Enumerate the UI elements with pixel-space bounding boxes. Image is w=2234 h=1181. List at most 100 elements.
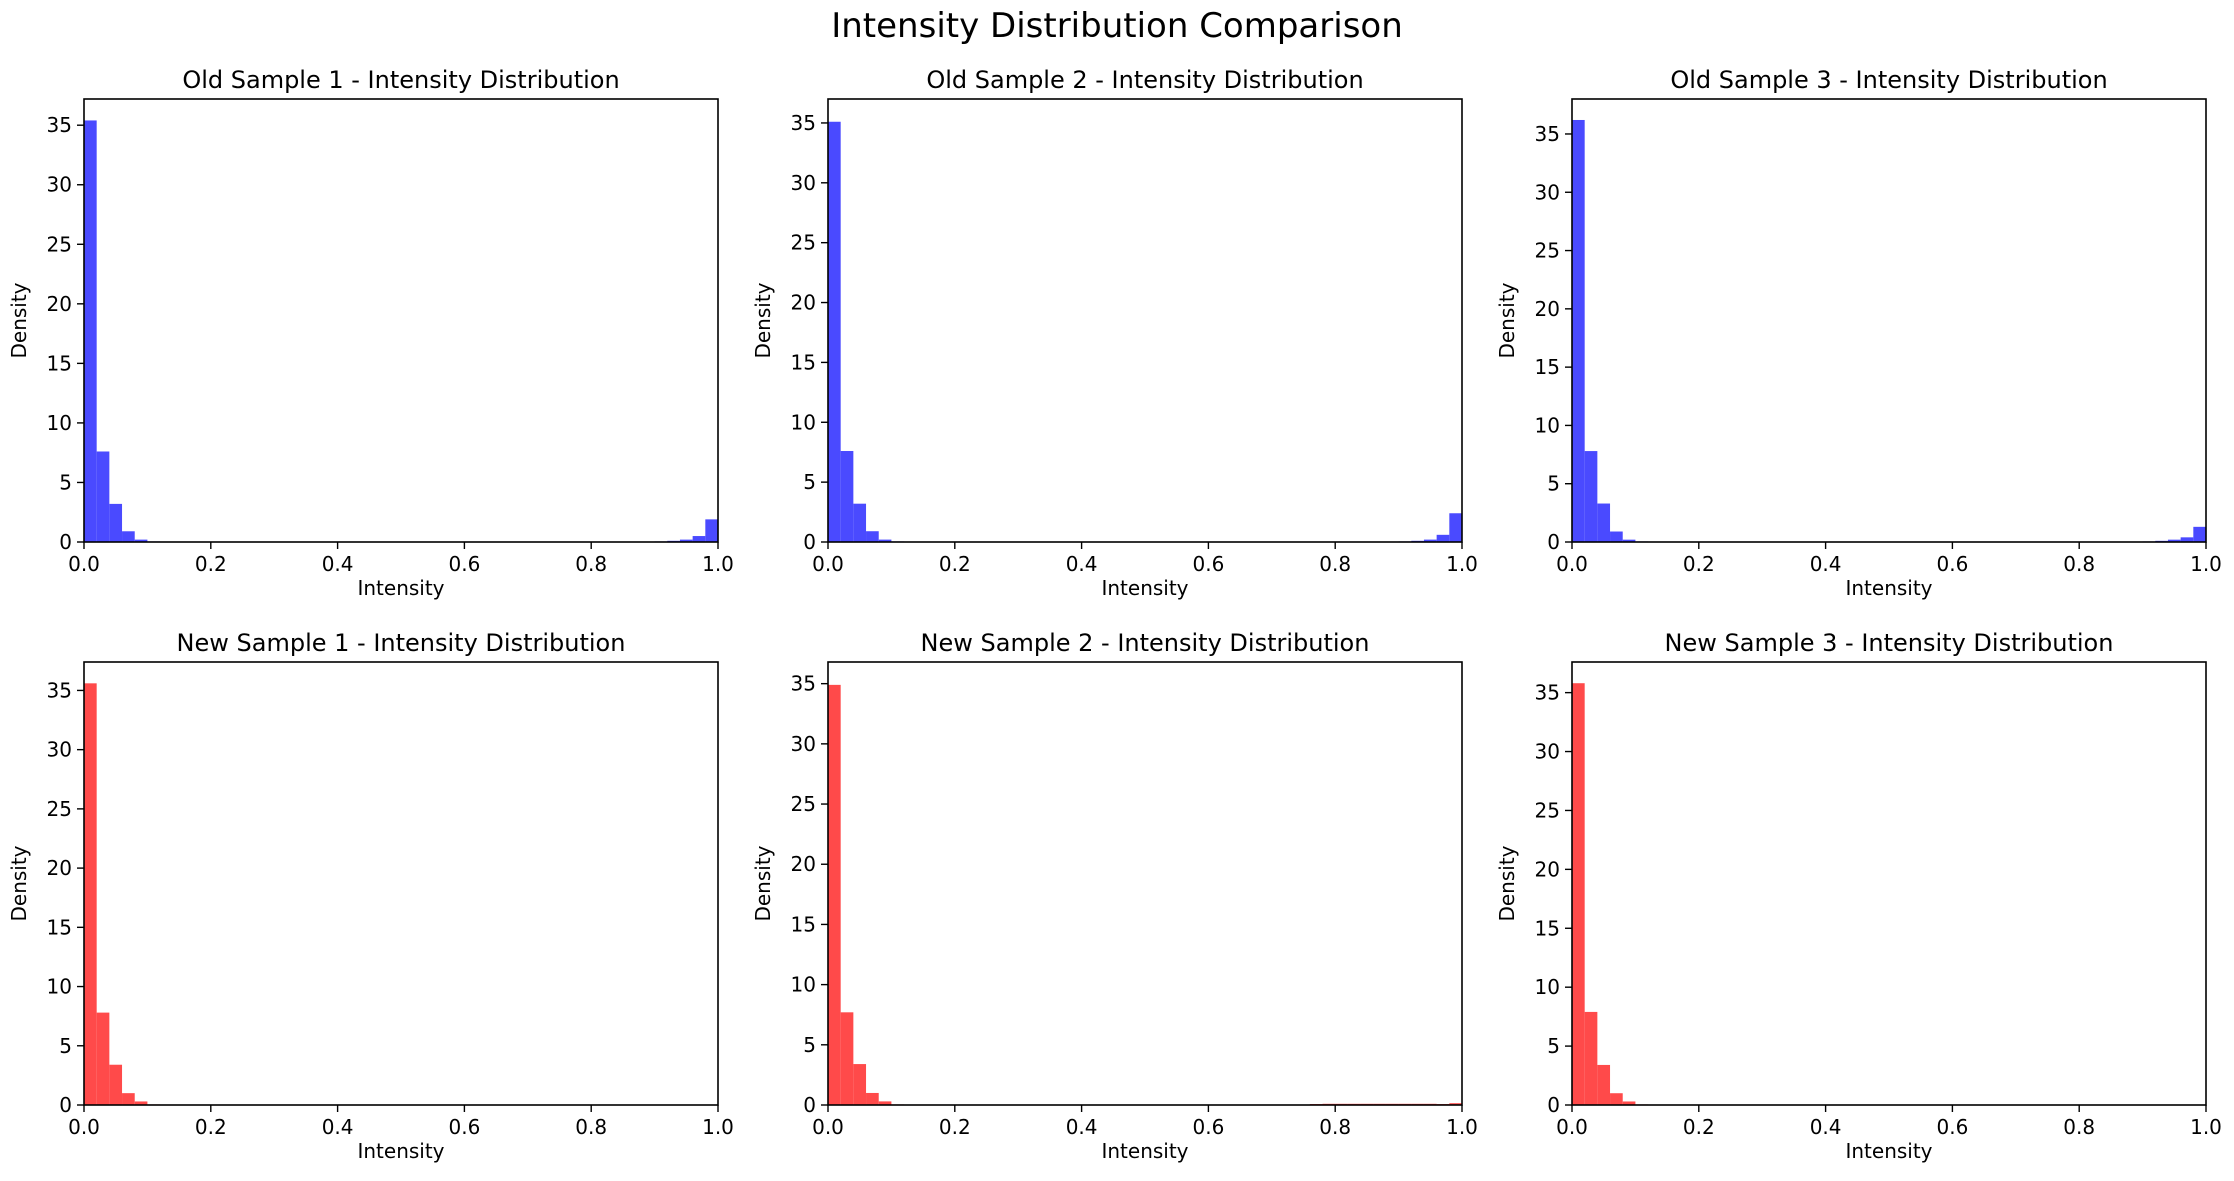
x-tick-label: 0.6 — [1936, 1115, 1968, 1139]
x-tick-label: 0.2 — [195, 1115, 227, 1139]
y-tick-label: 35 — [791, 111, 816, 135]
y-tick-label: 30 — [791, 171, 816, 195]
histogram-bar — [2193, 526, 2206, 542]
x-tick-label: 1.0 — [2190, 552, 2222, 576]
x-tick-label: 0.0 — [812, 552, 844, 576]
axes-frame — [1571, 661, 2207, 1106]
x-tick-label: 1.0 — [1446, 552, 1478, 576]
y-axis-label: Density — [7, 282, 31, 358]
x-axis-label: Intensity — [1845, 576, 1932, 600]
y-tick-label: 30 — [47, 738, 72, 762]
axes-frame — [83, 98, 719, 543]
subplot-4: 0.0 0.2 0.4 0.6 0.8 1.0 0 5 10 15 20 25 30 35 New Samp… — [7, 629, 734, 1163]
histogram-bar — [679, 539, 693, 542]
histogram-bar — [96, 1012, 110, 1105]
y-tick-label: 10 — [791, 410, 816, 434]
y-tick-label: 10 — [1535, 413, 1560, 437]
y-tick-label: 5 — [803, 470, 816, 494]
histogram-bar — [1584, 451, 1598, 542]
y-tick-label: 35 — [47, 113, 72, 137]
y-tick-label: 10 — [47, 411, 72, 435]
histogram-bar — [84, 120, 97, 542]
histogram-bar — [1597, 1064, 1611, 1105]
histogram-bar — [853, 503, 867, 542]
histogram-bar — [1622, 539, 1636, 542]
x-tick-label: 1.0 — [702, 1115, 734, 1139]
subplot-title: Old Sample 2 - Intensity Distribution — [926, 66, 1363, 94]
x-tick-label: 0.4 — [322, 1115, 354, 1139]
x-tick-label: 0.2 — [939, 1115, 971, 1139]
histogram-bar — [1436, 534, 1450, 542]
histogram-bar — [2167, 539, 2181, 542]
y-tick-label: 0 — [1547, 1093, 1560, 1117]
x-tick-label: 1.0 — [2190, 1115, 2222, 1139]
y-tick-label: 15 — [47, 915, 72, 939]
axes-frame — [83, 661, 719, 1106]
histogram-bar — [1423, 539, 1437, 542]
x-axis-label: Intensity — [357, 576, 444, 600]
histogram-bar — [1622, 1101, 1636, 1105]
histogram-bar — [866, 1092, 879, 1105]
y-tick-label: 10 — [1535, 975, 1560, 999]
histogram-bar — [2180, 537, 2194, 542]
x-tick-label: 0.0 — [68, 552, 100, 576]
axes-frame — [827, 661, 1463, 1106]
histogram-bars — [828, 121, 1462, 542]
x-tick-label: 0.8 — [575, 552, 607, 576]
x-tick-label: 0.0 — [68, 1115, 100, 1139]
y-tick-label: 20 — [791, 852, 816, 876]
x-axis-label: Intensity — [1101, 576, 1188, 600]
histogram-bars — [84, 683, 718, 1105]
y-tick-label: 15 — [1535, 916, 1560, 940]
x-tick-label: 0.2 — [939, 552, 971, 576]
histogram-bar — [1449, 1103, 1462, 1105]
subplot-title: Old Sample 3 - Intensity Distribution — [1670, 66, 2107, 94]
y-tick-label: 10 — [791, 973, 816, 997]
histogram-bar — [134, 539, 148, 542]
x-tick-label: 0.0 — [1556, 552, 1588, 576]
histogram-bar — [122, 531, 135, 542]
histogram-bars — [1572, 683, 2206, 1105]
subplot-2: 0.0 0.2 0.4 0.6 0.8 1.0 0 5 10 15 20 25 30 35 Old Samp… — [751, 66, 1478, 600]
y-axis-label: Density — [7, 845, 31, 921]
y-tick-label: 15 — [791, 350, 816, 374]
x-tick-label: 0.6 — [1936, 552, 1968, 576]
x-tick-label: 0.2 — [195, 552, 227, 576]
histogram-bar — [1572, 119, 1585, 542]
histogram-bar — [692, 536, 706, 542]
y-tick-label: 20 — [791, 291, 816, 315]
histogram-bar — [1584, 1011, 1598, 1105]
y-tick-label: 35 — [1535, 681, 1560, 705]
histogram-bar — [96, 451, 110, 542]
x-tick-label: 0.4 — [322, 552, 354, 576]
figure-title: Intensity Distribution Comparison — [831, 6, 1403, 46]
y-tick-label: 0 — [59, 1093, 72, 1117]
y-tick-label: 5 — [59, 470, 72, 494]
y-tick-label: 25 — [791, 792, 816, 816]
histogram-bar — [84, 683, 97, 1105]
histogram-bar — [828, 684, 841, 1105]
y-tick-label: 35 — [47, 678, 72, 702]
x-tick-label: 0.8 — [1319, 552, 1351, 576]
histogram-bar — [866, 531, 879, 542]
histogram-bars — [1572, 119, 2206, 542]
y-tick-label: 20 — [1535, 857, 1560, 881]
x-tick-label: 0.6 — [448, 1115, 480, 1139]
y-tick-label: 25 — [47, 232, 72, 256]
histogram-bar — [109, 1064, 123, 1105]
subplot-title: New Sample 3 - Intensity Distribution — [1665, 629, 2114, 657]
subplot-title: Old Sample 1 - Intensity Distribution — [182, 66, 619, 94]
histogram-bar — [1449, 513, 1462, 542]
y-tick-label: 20 — [47, 856, 72, 880]
subplot-3: 0.0 0.2 0.4 0.6 0.8 1.0 0 5 10 15 20 25 30 35 Old Samp… — [1495, 66, 2222, 600]
subplot-1: 0.0 0.2 0.4 0.6 0.8 1.0 0 5 10 15 20 25 30 35 Old Samp… — [7, 66, 734, 600]
x-tick-label: 0.4 — [1810, 552, 1842, 576]
y-tick-label: 0 — [803, 1093, 816, 1117]
subplot-title: New Sample 2 - Intensity Distribution — [921, 629, 1370, 657]
y-tick-label: 30 — [47, 173, 72, 197]
histogram-bar — [840, 1012, 854, 1105]
x-tick-label: 1.0 — [702, 552, 734, 576]
y-tick-label: 35 — [1535, 122, 1560, 146]
subplot-6: 0.0 0.2 0.4 0.6 0.8 1.0 0 5 10 15 20 25 30 35 New Samp… — [1495, 629, 2222, 1163]
